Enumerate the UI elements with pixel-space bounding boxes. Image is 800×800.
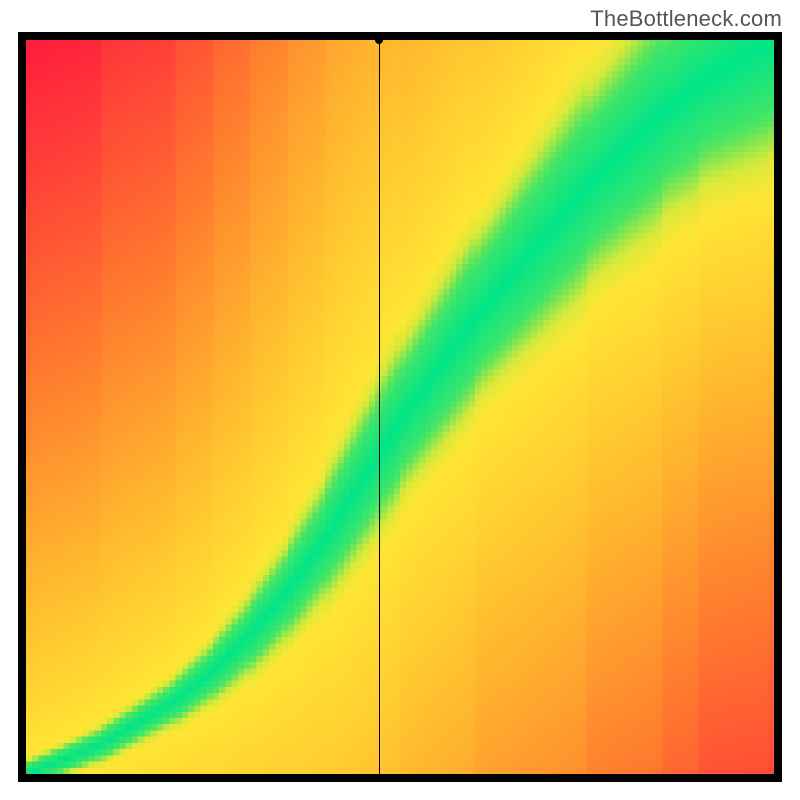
watermark-text: TheBottleneck.com [590, 6, 782, 32]
vertical-reference-line [379, 40, 380, 774]
heatmap-chart [18, 32, 782, 782]
heatmap-canvas [26, 40, 774, 774]
heatmap-plot-area [26, 40, 774, 774]
top-axis-marker [375, 36, 383, 44]
